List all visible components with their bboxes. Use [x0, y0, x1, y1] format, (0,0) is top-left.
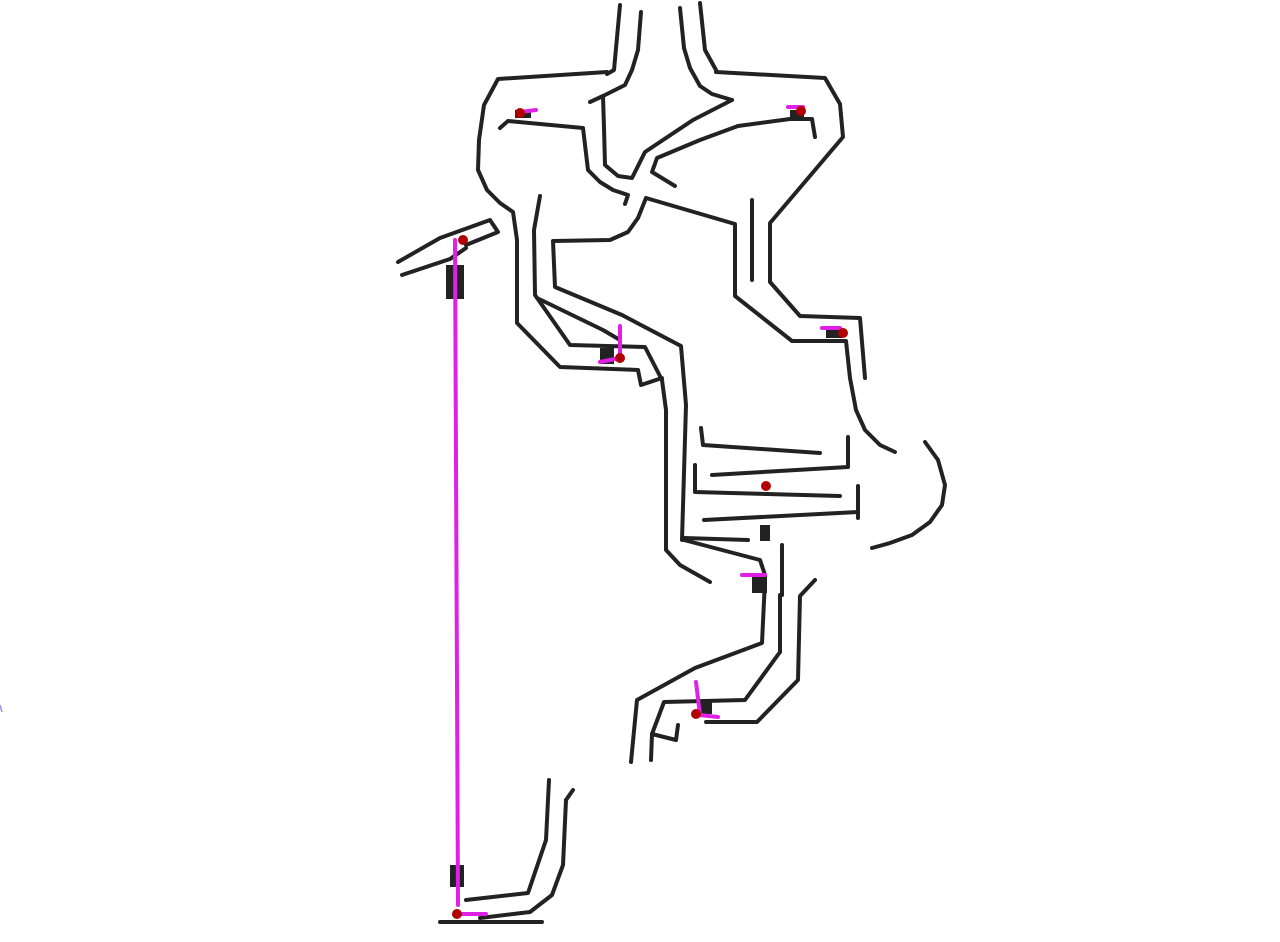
wall-segment [710, 435, 850, 477]
wall-segment [702, 510, 860, 522]
wall-segment [693, 463, 842, 498]
wall-segment [704, 578, 817, 724]
marker-dot[interactable] [691, 709, 701, 719]
markers [452, 106, 848, 919]
wall-segment [736, 117, 817, 139]
marker-dot[interactable] [838, 328, 848, 338]
wall-segment [476, 70, 664, 387]
marker-dot[interactable] [515, 108, 525, 118]
door-block [752, 575, 767, 593]
door-block [698, 700, 712, 714]
wall-segment [551, 196, 688, 542]
wall-segment [498, 119, 630, 206]
door-block [760, 525, 770, 541]
wall-segment [601, 94, 734, 180]
wall-segment [588, 10, 643, 104]
wall-segment [629, 578, 767, 764]
wall-segment [650, 124, 740, 188]
wall-segment [396, 218, 500, 264]
marker-dot[interactable] [761, 481, 771, 491]
marker-dot[interactable] [615, 353, 625, 363]
wall-segment [682, 538, 767, 577]
wall-segment [870, 440, 947, 550]
route-overlay [453, 105, 842, 916]
route-line [453, 238, 460, 907]
wall-segment [678, 6, 734, 102]
wall-segment [535, 296, 622, 342]
wall-segment [682, 536, 750, 542]
wall-segment [564, 788, 575, 802]
wall-segment [699, 426, 822, 455]
marker-dot[interactable] [796, 106, 806, 116]
wall-segment [644, 196, 897, 454]
wall-segment [698, 1, 718, 72]
marker-dot[interactable] [452, 909, 462, 919]
wall-segment [400, 246, 468, 277]
edge-mark [0, 704, 3, 713]
door-blocks [446, 110, 842, 887]
wall-segment [464, 778, 551, 902]
wall-segment [478, 798, 568, 920]
wall-segment [714, 70, 867, 380]
door-block [826, 328, 842, 338]
wall-segment [532, 194, 712, 584]
wall-segment [605, 3, 622, 76]
marker-dot[interactable] [458, 235, 468, 245]
wall-segment [650, 723, 680, 742]
walls [396, 1, 947, 924]
wall-segment [649, 650, 782, 762]
